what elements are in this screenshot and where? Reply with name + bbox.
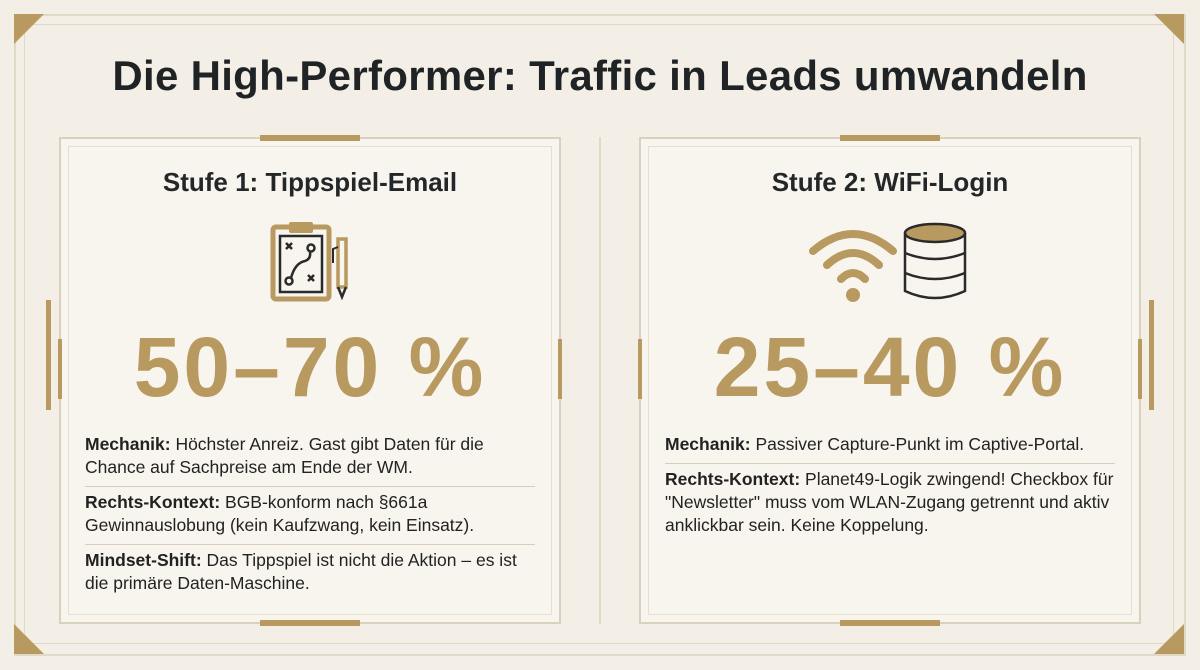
detail-list: Mechanik: Passiver Capture-Punkt im Capt… [665, 429, 1115, 544]
stage-1-card: Stufe 1: Tippspiel-Email 50–70 % Mechani… [58, 135, 562, 626]
detail-item-rechts-kontext: Rechts-Kontext: Planet49-Logik zwingend!… [665, 463, 1115, 544]
right-edge-accent [1149, 300, 1154, 410]
detail-label: Mechanik: [665, 434, 751, 454]
card-inner-border [68, 146, 552, 615]
card-accent-bottom [840, 620, 940, 626]
detail-text: Passiver Capture-Punkt im Captive-Portal… [750, 434, 1085, 454]
card-side-tick-right [1138, 339, 1142, 399]
detail-text: Planet49-Logik zwingend! Checkbox für "N… [665, 469, 1114, 535]
corner-ornament-top-left [14, 14, 44, 44]
card-accent-top [840, 135, 940, 141]
center-divider [599, 137, 601, 624]
card-side-tick-left [58, 339, 62, 399]
stage-2-card: Stufe 2: WiFi-Login 25–40 % Mechanik: Pa… [638, 135, 1142, 626]
corner-ornament-bottom-left [14, 624, 44, 654]
conversion-rate-value: 25–40 % [713, 320, 1067, 414]
detail-label: Mechanik: [85, 434, 171, 454]
detail-item-mechanik: Mechanik: Passiver Capture-Punkt im Capt… [665, 429, 1115, 463]
detail-label: Mindset-Shift: [85, 550, 202, 570]
detail-label: Rechts-Kontext: [85, 492, 221, 512]
detail-text: BGB-konform nach §661a Gewinnauslobung (… [85, 492, 475, 535]
detail-label: Rechts-Kontext: [665, 469, 801, 489]
page-title: Die High-Performer: Traffic in Leads umw… [112, 52, 1088, 99]
stage-2-title: Stufe 2: WiFi-Login [771, 167, 1009, 197]
card-accent-top [260, 135, 360, 141]
card-side-tick-right [558, 339, 562, 399]
detail-text: Höchster Anreiz. Gast gibt Daten für die… [85, 434, 484, 477]
detail-item-rechts-kontext: Rechts-Kontext: BGB-konform nach §661a G… [85, 486, 535, 544]
icon-container [641, 219, 1139, 309]
card-accent-bottom [260, 620, 360, 626]
stage-1-title: Stufe 1: Tippspiel-Email [162, 167, 458, 197]
corner-ornament-bottom-right [1154, 624, 1184, 654]
conversion-rate-value: 50–70 % [133, 320, 487, 414]
detail-item-mindset-shift: Mindset-Shift: Das Tippspiel ist nicht d… [85, 544, 535, 602]
detail-item-mechanik: Mechanik: Höchster Anreiz. Gast gibt Dat… [85, 429, 535, 486]
wifi-database-icon [809, 222, 967, 302]
icon-container [61, 219, 559, 309]
left-edge-accent [46, 300, 51, 410]
clipboard-tactics-pencil-icon [270, 222, 348, 302]
detail-list: Mechanik: Höchster Anreiz. Gast gibt Dat… [85, 429, 535, 602]
card-inner-border [648, 146, 1132, 615]
detail-text: Das Tippspiel ist nicht die Aktion – es … [85, 550, 517, 593]
corner-ornament-top-right [1154, 14, 1184, 44]
card-side-tick-left [638, 339, 642, 399]
